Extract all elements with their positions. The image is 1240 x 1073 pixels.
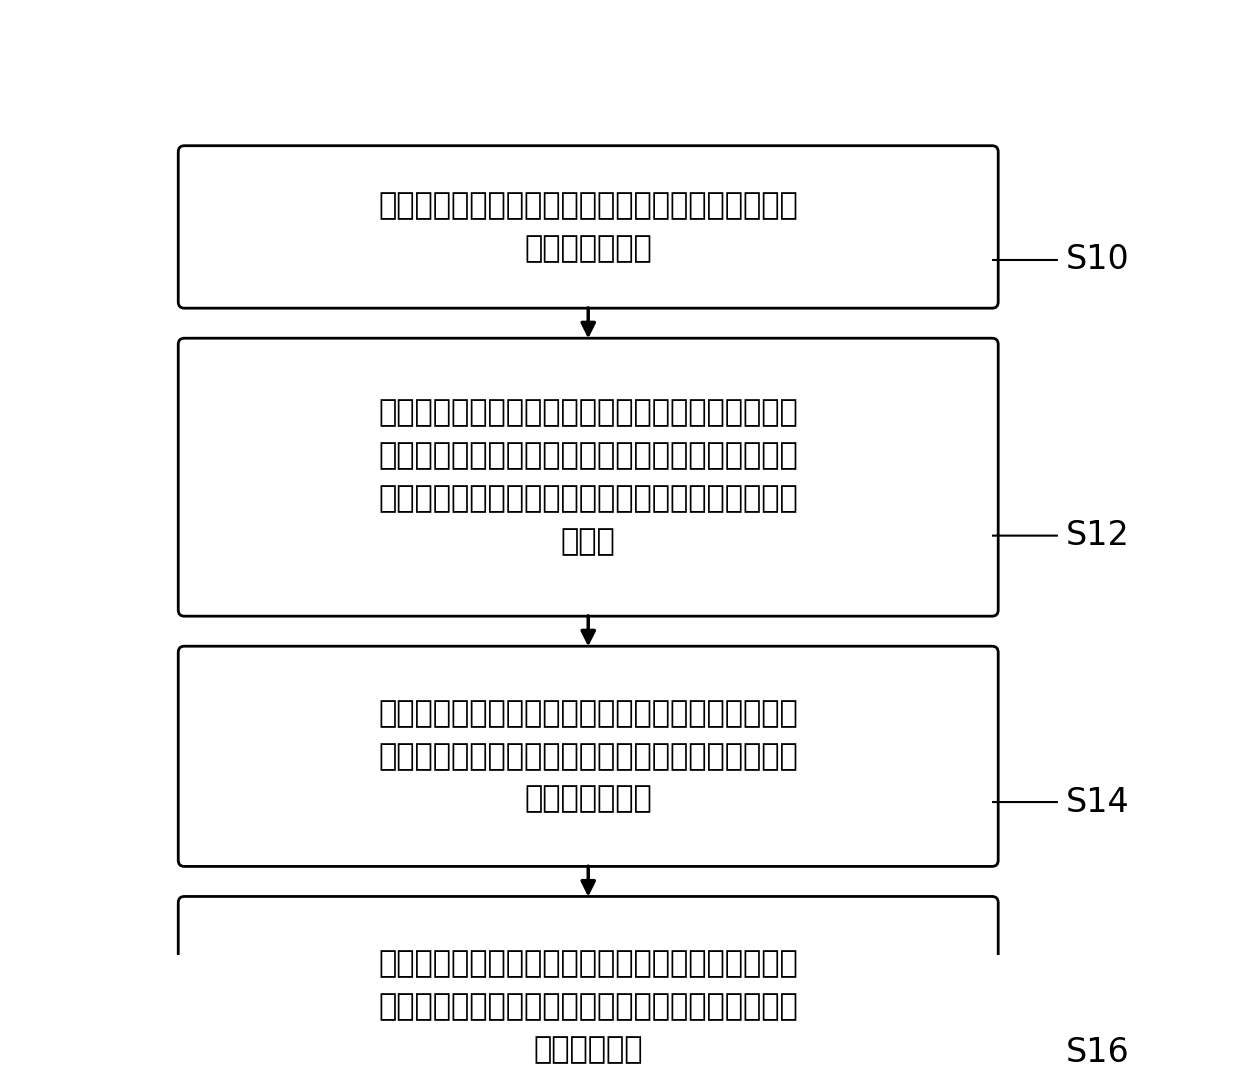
Text: 当压裂液流失速率大于注入速率，且所述压力传感器
获取的当前压力出现突降时，表示所述第一人工裂缝
段连通破碎带: 当压裂液流失速率大于注入速率，且所述压力传感器 获取的当前压力出现突降时，表示所… (378, 950, 799, 1063)
Text: S14: S14 (1065, 785, 1130, 819)
FancyBboxPatch shape (179, 146, 998, 308)
Text: S10: S10 (1065, 244, 1130, 277)
Text: S16: S16 (1065, 1035, 1130, 1069)
FancyBboxPatch shape (179, 646, 998, 866)
FancyBboxPatch shape (179, 896, 998, 1073)
FancyBboxPatch shape (179, 338, 998, 616)
Text: 在压裂管柱对应的射孔段设置用于获取压裂液压力信
息的压力传感器: 在压裂管柱对应的射孔段设置用于获取压裂液压力信 息的压力传感器 (378, 191, 799, 263)
Text: 向压裂管柱内注满压裂液，接着以预定排量注入压裂
液，以地层破裂压力对井底进行憋压，形成第一人工
裂缝段；并利用所述压力传感器获取当前的第一压力
曲线段: 向压裂管柱内注满压裂液，接着以预定排量注入压裂 液，以地层破裂压力对井底进行憋压… (378, 398, 799, 556)
Text: 持续以所述预定排量注入压裂液，使得所述第一人工
裂缝段向前延伸；并利用所述压力传感器获取当前的
第二压力曲线段: 持续以所述预定排量注入压裂液，使得所述第一人工 裂缝段向前延伸；并利用所述压力传… (378, 699, 799, 813)
Text: S12: S12 (1065, 519, 1130, 553)
